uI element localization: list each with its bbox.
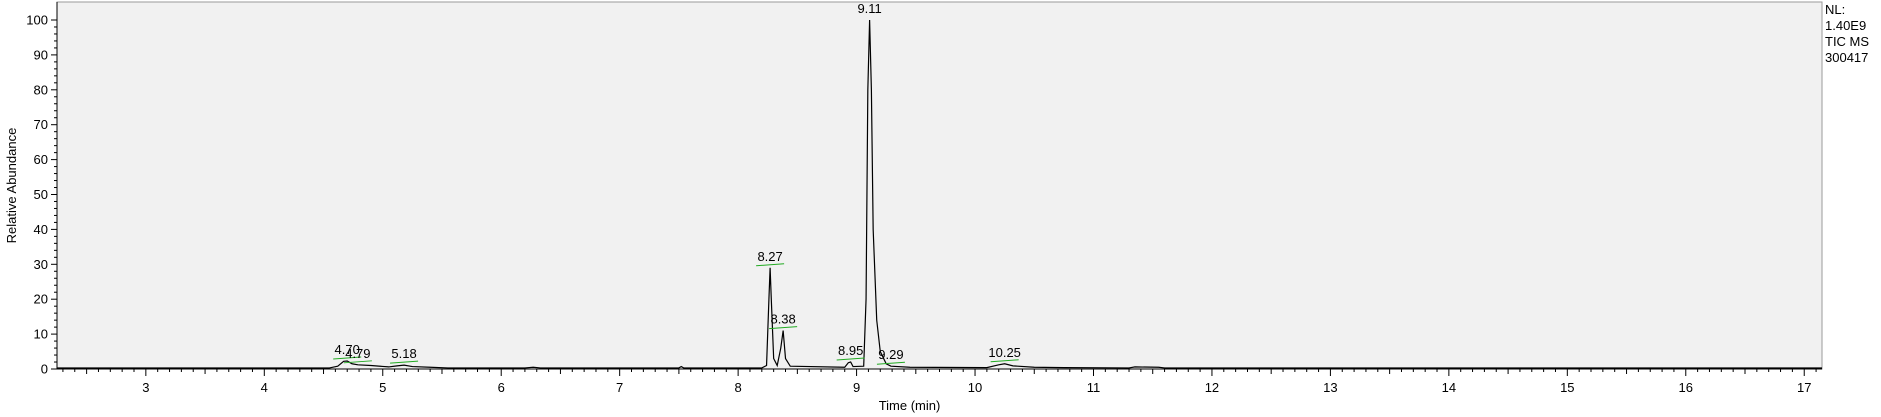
y-tick-label: 20 — [34, 292, 48, 307]
y-axis-label: Relative Abundance — [4, 128, 19, 244]
x-tick-label: 4 — [261, 380, 268, 395]
peak-label: 4.70 — [335, 342, 360, 357]
peak-label: 8.38 — [770, 312, 795, 327]
y-tick-label: 30 — [34, 257, 48, 272]
peak-label: 8.95 — [838, 343, 863, 358]
axis-ticks: 0 10 20 30 40 50 60 70 80 90 100 3 4 5 6 7 8 9 10 11 12 13 14 1… — [26, 2, 1822, 395]
x-tick-label: 3 — [142, 380, 149, 395]
peak-label: 9.11 — [857, 1, 881, 16]
y-tick-label: 50 — [34, 187, 48, 202]
peak-integration-marker — [756, 263, 785, 267]
y-tick-label: 80 — [34, 82, 48, 97]
y-tick-label: 0 — [41, 362, 48, 377]
y-tick-label: 40 — [34, 222, 48, 237]
x-tick-label: 9 — [853, 380, 860, 395]
x-tick-label: 14 — [1442, 380, 1456, 395]
x-tick-label: 12 — [1205, 380, 1219, 395]
y-tick-label: 10 — [34, 327, 48, 342]
x-tick-label: 11 — [1087, 380, 1101, 395]
x-tick-label: 8 — [735, 380, 742, 395]
peak-integration-marker — [333, 356, 362, 360]
peak-integration-marker — [390, 360, 419, 364]
x-axis-label: Time (min) — [879, 398, 941, 413]
peak-label: 9.29 — [878, 347, 903, 362]
x-tick-label: 5 — [379, 380, 386, 395]
y-tick-label: 90 — [34, 47, 48, 62]
trace-group — [57, 19, 1822, 369]
x-tick-label: 15 — [1560, 380, 1574, 395]
peak-label: 5.18 — [391, 346, 416, 361]
y-tick-label: 60 — [34, 152, 48, 167]
scan-type: TIC MS — [1825, 34, 1870, 49]
file-name: 300417 — [1825, 50, 1869, 65]
peak-integration-marker — [990, 359, 1019, 363]
peak-integration-marker — [343, 360, 372, 364]
x-tick-label: 10 — [968, 380, 982, 395]
y-tick-label: 70 — [34, 117, 48, 132]
peak-integration-marker — [769, 326, 798, 330]
x-tick-label: 7 — [616, 380, 623, 395]
peak-integration-marker — [836, 357, 865, 361]
x-tick-label: 13 — [1323, 380, 1337, 395]
peak-label: 4.79 — [345, 346, 370, 361]
peak-label: 8.27 — [757, 249, 782, 264]
peak-integration-marker — [876, 361, 905, 365]
peak-label: 10.25 — [988, 345, 1021, 360]
nl-value: 1.40E9 — [1825, 18, 1867, 33]
x-tick-label: 17 — [1797, 380, 1811, 395]
y-tick-label: 100 — [26, 13, 48, 28]
peak-labels: 4.704.79 5.18 8.27 8.38 8.95 9.11 9.29 10.25 — [333, 1, 1021, 365]
chromatogram-info: NL: 1.40E9 TIC MS 300417 — [1825, 2, 1869, 66]
x-tick-label: 16 — [1679, 380, 1693, 395]
x-tick-label: 6 — [498, 380, 505, 395]
nl-label: NL: — [1825, 2, 1846, 17]
tic-trace-line — [57, 19, 1822, 369]
plot-area — [56, 1, 1823, 370]
